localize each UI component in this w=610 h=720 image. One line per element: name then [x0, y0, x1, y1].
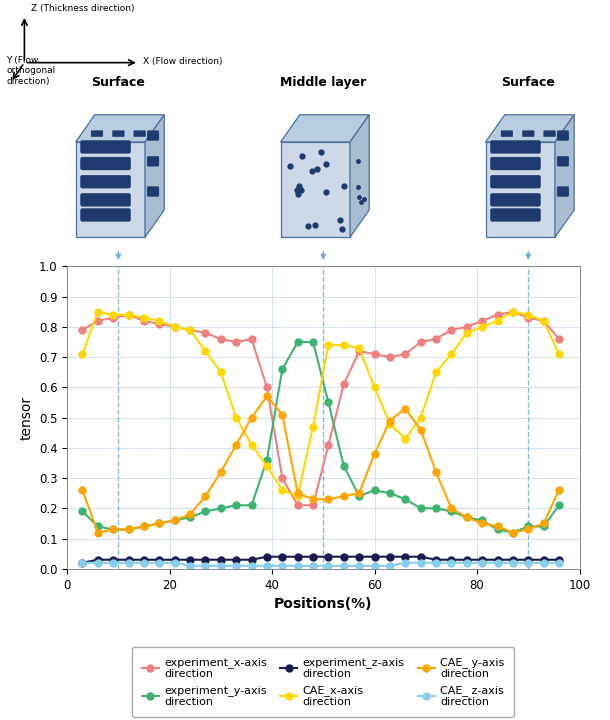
FancyBboxPatch shape — [81, 140, 131, 153]
FancyBboxPatch shape — [557, 156, 569, 166]
Polygon shape — [350, 114, 369, 237]
FancyBboxPatch shape — [490, 157, 540, 170]
Polygon shape — [486, 114, 574, 142]
Bar — [281, 142, 350, 237]
Text: Surface: Surface — [501, 76, 555, 89]
Y-axis label: tensor: tensor — [19, 395, 33, 440]
FancyBboxPatch shape — [544, 130, 556, 137]
X-axis label: Positions(%): Positions(%) — [274, 597, 373, 611]
FancyBboxPatch shape — [490, 209, 540, 221]
FancyBboxPatch shape — [490, 140, 540, 153]
FancyBboxPatch shape — [490, 175, 540, 188]
Polygon shape — [145, 114, 164, 237]
FancyBboxPatch shape — [81, 209, 131, 221]
Text: Surface: Surface — [92, 76, 145, 89]
FancyBboxPatch shape — [490, 194, 540, 206]
Bar — [486, 142, 555, 237]
Polygon shape — [76, 114, 164, 142]
FancyBboxPatch shape — [557, 186, 569, 197]
FancyBboxPatch shape — [112, 130, 124, 137]
FancyBboxPatch shape — [81, 194, 131, 206]
FancyBboxPatch shape — [147, 156, 159, 166]
Text: X (Flow direction): X (Flow direction) — [143, 57, 223, 66]
FancyBboxPatch shape — [91, 130, 103, 137]
FancyBboxPatch shape — [522, 130, 534, 137]
Polygon shape — [555, 114, 574, 237]
FancyBboxPatch shape — [147, 186, 159, 197]
FancyBboxPatch shape — [81, 157, 131, 170]
FancyBboxPatch shape — [557, 130, 569, 140]
Bar — [76, 142, 145, 237]
Legend: experiment_x-axis
direction, experiment_y-axis
direction, experiment_z-axis
dire: experiment_x-axis direction, experiment_… — [132, 647, 514, 718]
FancyBboxPatch shape — [81, 175, 131, 188]
FancyBboxPatch shape — [501, 130, 513, 137]
Text: Y (Flow
orthogonal
direction): Y (Flow orthogonal direction) — [6, 56, 56, 86]
Text: Middle layer: Middle layer — [280, 76, 367, 89]
FancyBboxPatch shape — [134, 130, 146, 137]
Text: Z (Thickness direction): Z (Thickness direction) — [30, 4, 134, 13]
Polygon shape — [281, 114, 369, 142]
FancyBboxPatch shape — [147, 130, 159, 140]
